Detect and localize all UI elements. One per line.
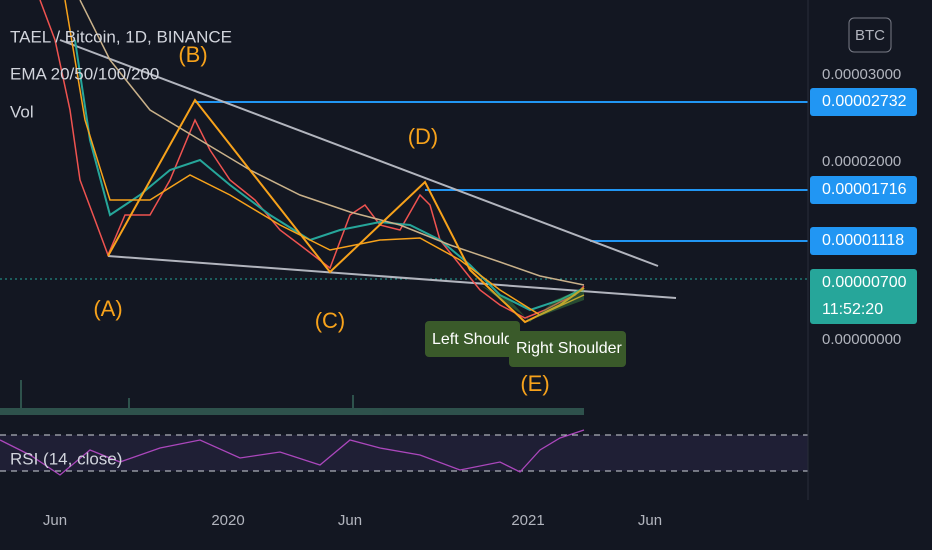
price-axis-label: 0.00003000: [822, 66, 901, 83]
wave-label: (E): [520, 371, 549, 396]
volume-bar: [352, 395, 354, 415]
volume-bar: [20, 380, 22, 415]
price-axis-label: 0.00000000: [822, 331, 901, 348]
head-shoulders-fill: [480, 285, 584, 322]
ema-200: [79, 0, 585, 286]
price-tag-text: 0.00001716: [822, 181, 907, 198]
wave-label: (D): [408, 124, 439, 149]
volume-label: Vol: [10, 102, 34, 121]
price-tag-text: 0.00002732: [822, 93, 907, 110]
countdown-text: 11:52:20: [822, 301, 883, 318]
time-axis-label: Jun: [338, 512, 362, 529]
time-axis-label: 2020: [211, 512, 244, 529]
time-axis-label: Jun: [638, 512, 662, 529]
ema-50: [64, 0, 585, 316]
indicator-label: EMA 20/50/100/200: [10, 64, 159, 83]
time-axis-label: Jun: [43, 512, 67, 529]
rsi-band: [0, 435, 808, 471]
rsi-label: RSI (14, close): [10, 449, 122, 468]
price-tag: [810, 176, 917, 204]
last-price-text: 0.00000700: [822, 274, 907, 291]
price-tag: [810, 88, 917, 116]
upper-trendline: [59, 39, 659, 267]
price-axis-label: 0.00002000: [822, 153, 901, 170]
callout-text: Right Shoulder: [516, 340, 623, 357]
time-axis-label: 2021: [511, 512, 544, 529]
callout-text: Left Shoulder: [432, 331, 528, 348]
rsi-line: [0, 429, 585, 476]
wave-label: (C): [315, 308, 346, 333]
wave-pattern: [107, 98, 585, 324]
symbol-title: TAEL / Bitcoin, 1D, BINANCE: [10, 27, 232, 46]
volume-base: [0, 408, 584, 415]
currency-button[interactable]: [848, 17, 892, 53]
currency-button-text[interactable]: BTC: [855, 27, 885, 44]
callout-box: [509, 331, 626, 367]
last-price-tag: [810, 269, 917, 324]
wave-label: (B): [178, 42, 207, 67]
price-tag-text: 0.00001118: [822, 232, 904, 249]
wave-label: (A): [93, 296, 122, 321]
volume-bar: [128, 398, 130, 415]
callout-box: [425, 321, 520, 357]
price-tag: [810, 227, 917, 255]
volume-bars: [0, 380, 584, 415]
ema-20: [74, 39, 585, 312]
